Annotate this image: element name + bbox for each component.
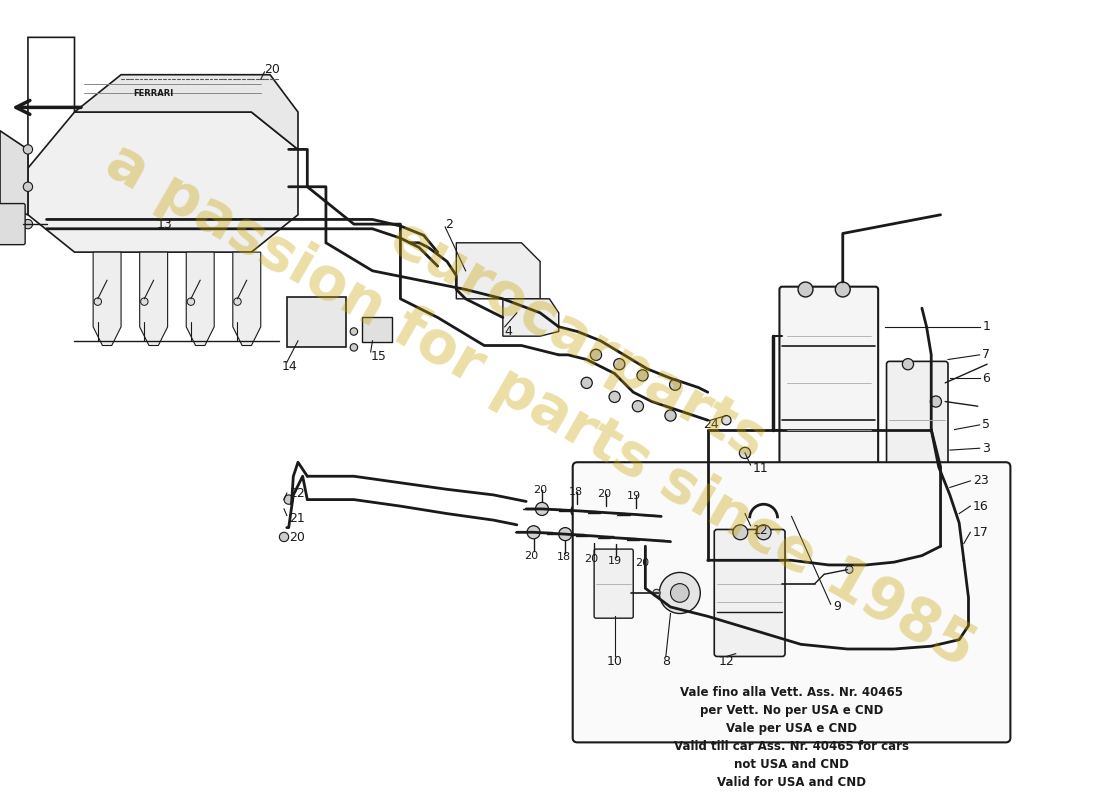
Text: 13: 13 [156, 218, 173, 230]
Text: 18: 18 [569, 487, 583, 497]
Polygon shape [28, 112, 298, 252]
FancyBboxPatch shape [714, 530, 785, 657]
Text: 19: 19 [607, 556, 621, 566]
Circle shape [659, 573, 701, 614]
Circle shape [527, 526, 540, 539]
Circle shape [187, 298, 195, 306]
Circle shape [581, 378, 592, 389]
Text: Vale fino alla Vett. Ass. Nr. 40465
per Vett. No per USA e CND
Vale per USA e CN: Vale fino alla Vett. Ass. Nr. 40465 per … [674, 686, 909, 790]
Text: 11: 11 [752, 462, 768, 475]
Polygon shape [186, 252, 214, 346]
Text: 17: 17 [974, 526, 989, 538]
Circle shape [846, 566, 852, 574]
Circle shape [587, 530, 601, 542]
Text: 4: 4 [505, 325, 513, 338]
Circle shape [279, 532, 288, 542]
Circle shape [835, 282, 850, 297]
Text: 20: 20 [597, 489, 612, 499]
Text: 1: 1 [982, 320, 990, 334]
Text: FERRARI: FERRARI [133, 89, 174, 98]
Circle shape [902, 358, 913, 370]
Text: 5: 5 [982, 418, 990, 431]
Text: 19: 19 [627, 491, 641, 501]
Circle shape [632, 401, 644, 412]
Circle shape [610, 531, 623, 545]
Text: 16: 16 [974, 500, 989, 513]
FancyBboxPatch shape [887, 362, 948, 479]
Circle shape [23, 182, 33, 191]
Circle shape [350, 328, 358, 335]
Text: 21: 21 [288, 512, 305, 525]
Polygon shape [456, 242, 540, 299]
Polygon shape [140, 252, 167, 346]
Circle shape [141, 298, 149, 306]
Text: 20: 20 [264, 62, 280, 76]
Circle shape [591, 350, 602, 361]
Circle shape [671, 584, 689, 602]
FancyBboxPatch shape [287, 297, 346, 347]
Text: 9: 9 [834, 601, 842, 614]
FancyBboxPatch shape [594, 549, 634, 618]
Circle shape [559, 528, 572, 541]
Text: eurocarparts
a passion for parts since 1985: eurocarparts a passion for parts since 1… [96, 68, 1022, 679]
Circle shape [614, 358, 625, 370]
Circle shape [799, 282, 813, 297]
Circle shape [233, 298, 241, 306]
Circle shape [739, 447, 750, 458]
Circle shape [536, 502, 549, 515]
Circle shape [609, 391, 620, 402]
Text: 24: 24 [703, 418, 718, 431]
Text: 12: 12 [718, 654, 734, 668]
Circle shape [756, 525, 771, 540]
Circle shape [931, 396, 942, 407]
Polygon shape [75, 74, 298, 150]
Text: 7: 7 [982, 348, 990, 362]
Circle shape [629, 508, 642, 521]
Circle shape [670, 379, 681, 390]
Text: 20: 20 [636, 558, 650, 568]
FancyBboxPatch shape [0, 203, 25, 245]
FancyBboxPatch shape [362, 317, 392, 342]
Text: 23: 23 [974, 474, 989, 487]
Circle shape [571, 504, 584, 518]
Circle shape [639, 534, 652, 546]
Circle shape [600, 506, 613, 519]
Text: 12: 12 [752, 524, 768, 537]
FancyBboxPatch shape [725, 485, 769, 542]
Text: 8: 8 [662, 654, 670, 668]
Text: 10: 10 [607, 654, 623, 668]
Polygon shape [94, 252, 121, 346]
Text: 3: 3 [982, 442, 990, 454]
Polygon shape [0, 130, 28, 214]
Circle shape [23, 219, 33, 229]
Text: 6: 6 [982, 372, 990, 385]
Polygon shape [233, 252, 261, 346]
Text: 2: 2 [446, 218, 453, 230]
Text: 18: 18 [557, 553, 571, 562]
Circle shape [722, 415, 732, 425]
Text: 22: 22 [288, 486, 305, 499]
Circle shape [664, 410, 676, 421]
Text: 20: 20 [288, 531, 305, 544]
Circle shape [637, 370, 648, 381]
Text: 20: 20 [534, 486, 547, 495]
Circle shape [652, 590, 660, 597]
Circle shape [95, 298, 101, 306]
Circle shape [23, 145, 33, 154]
Text: 15: 15 [371, 350, 386, 363]
Text: 20: 20 [584, 554, 598, 564]
Circle shape [350, 344, 358, 351]
Polygon shape [503, 299, 559, 336]
Circle shape [733, 525, 748, 540]
Text: 14: 14 [283, 359, 298, 373]
FancyBboxPatch shape [573, 462, 1011, 742]
Circle shape [284, 495, 294, 504]
FancyBboxPatch shape [780, 286, 878, 479]
Text: 20: 20 [524, 550, 538, 561]
